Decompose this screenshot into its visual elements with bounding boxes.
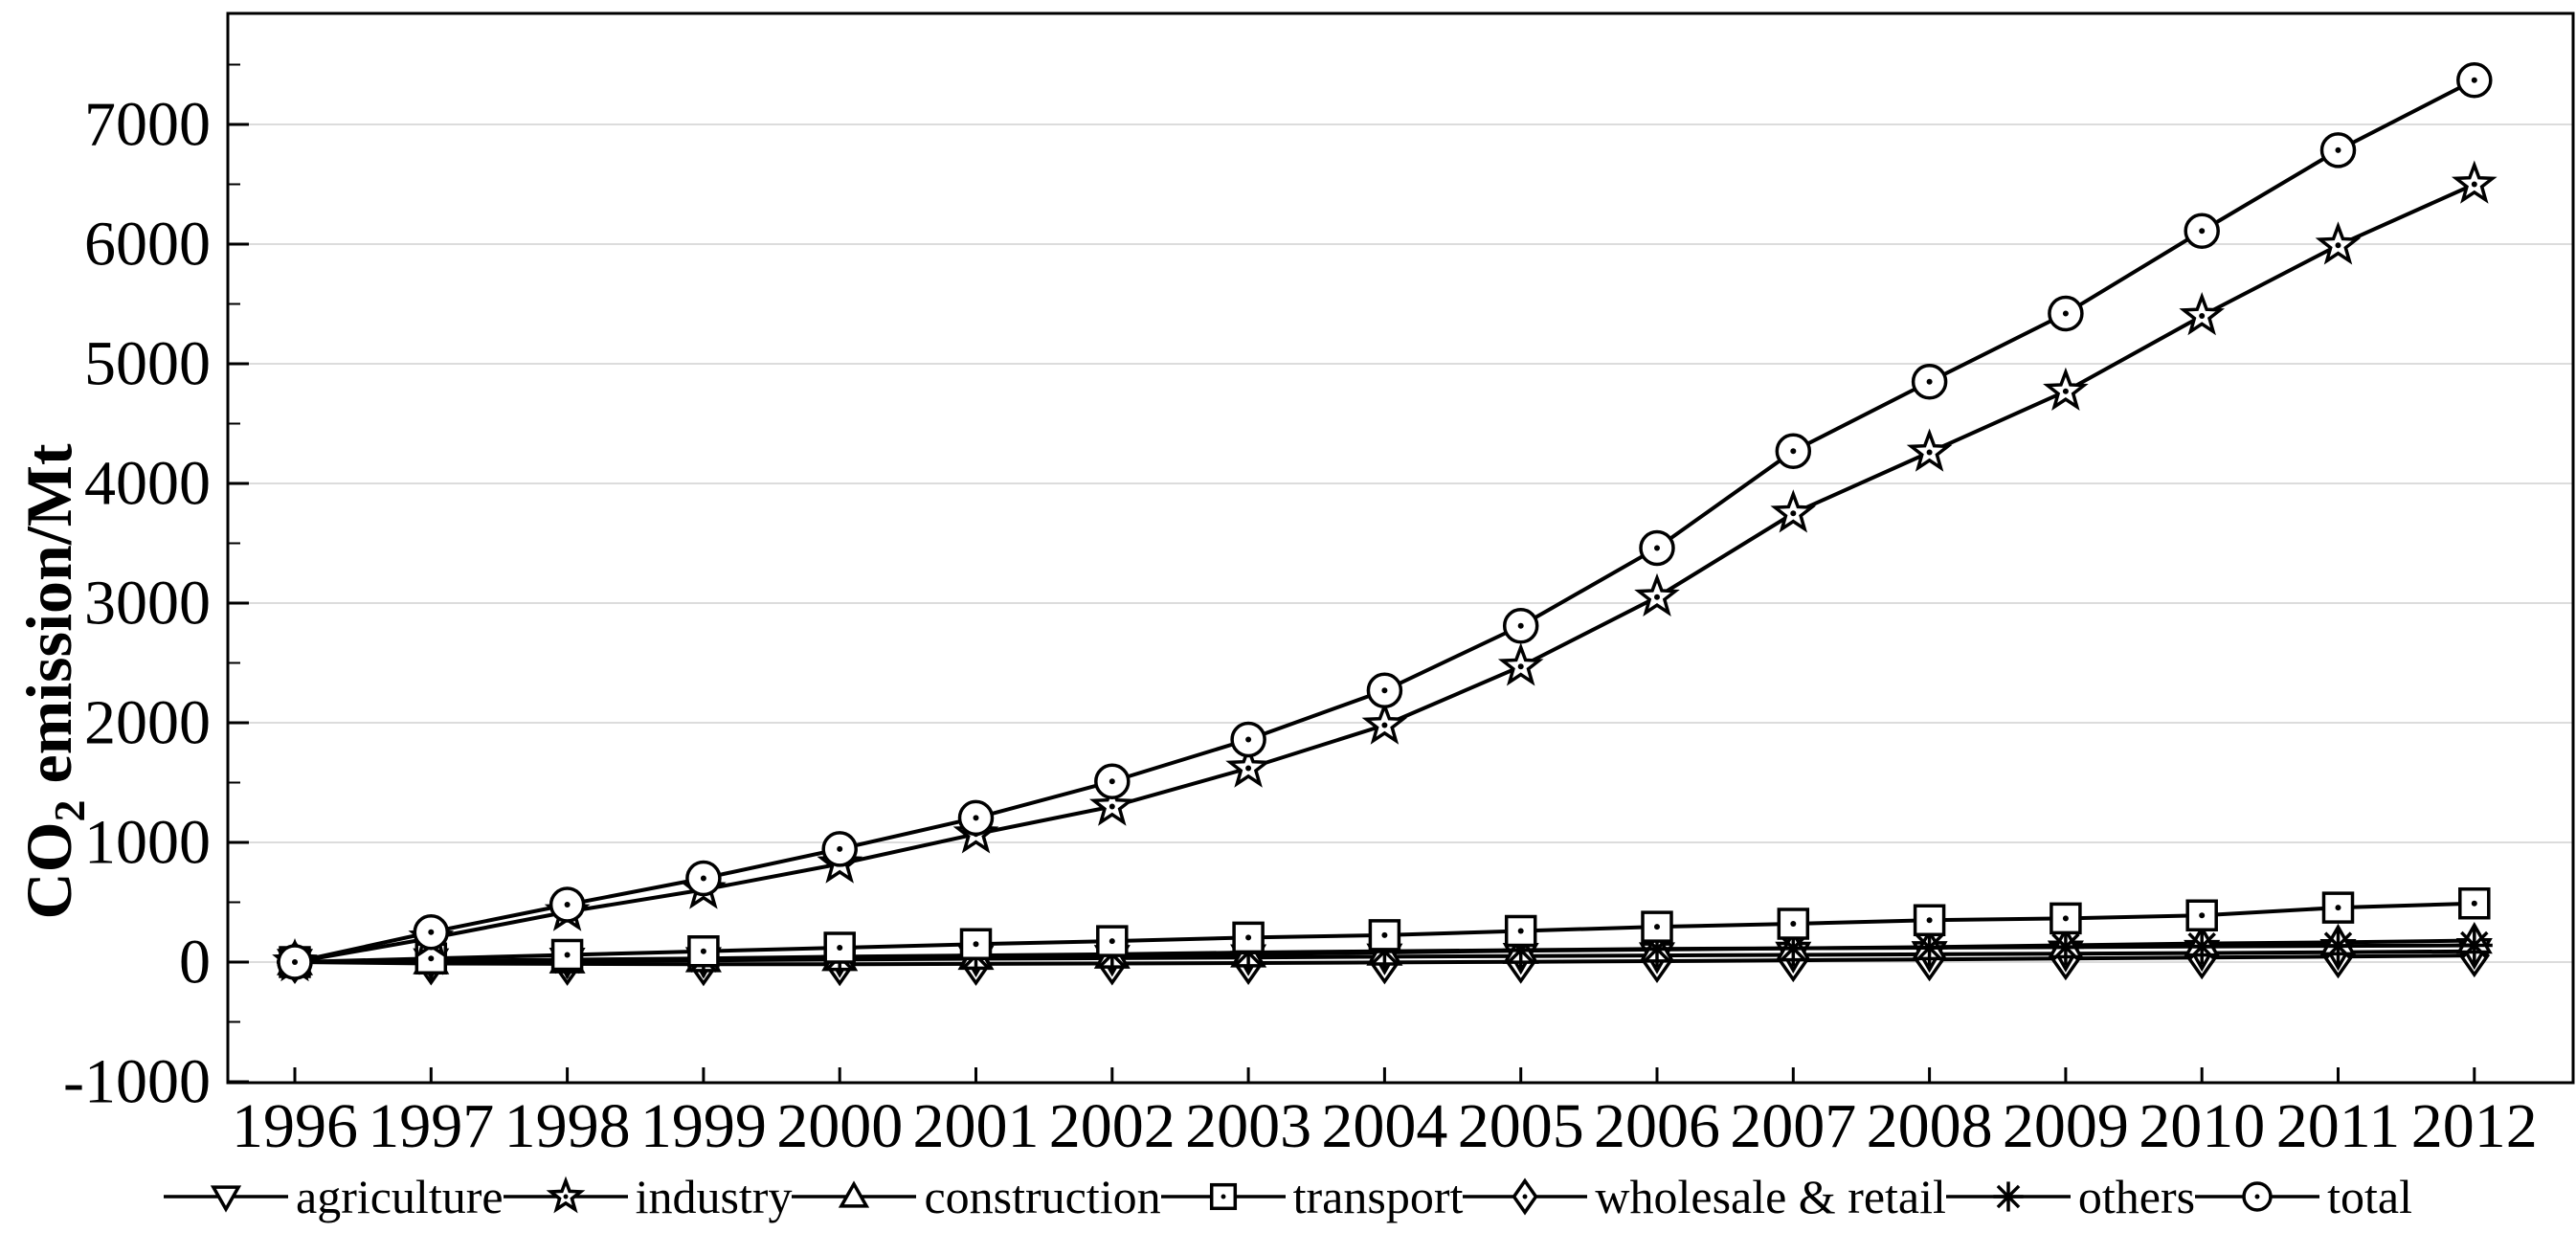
series-total xyxy=(277,62,2493,980)
chart-legend: agriculture industry construction transp… xyxy=(0,1158,2576,1235)
legend-item-others: others xyxy=(1945,1169,2196,1224)
legend-label-transport: transport xyxy=(1292,1170,1464,1223)
circle-icon xyxy=(2195,1181,2320,1212)
triangle-up-icon xyxy=(792,1180,917,1208)
x-tick-label: 1998 xyxy=(504,1091,631,1161)
legend-item-agriculture: agriculture xyxy=(164,1169,504,1224)
y-tick-label: 4000 xyxy=(84,449,211,519)
legend-label-agriculture: agriculture xyxy=(296,1170,504,1223)
asterisk-icon xyxy=(1945,1181,2071,1212)
x-tick-label: 2002 xyxy=(1049,1091,1176,1161)
y-tick-label: 3000 xyxy=(84,569,211,639)
x-tick-label: 2000 xyxy=(776,1091,903,1161)
x-tick-label: 2010 xyxy=(2139,1091,2265,1161)
y-tick-label: 1000 xyxy=(84,808,211,878)
legend-item-total: total xyxy=(2195,1169,2412,1224)
x-tick-label: 2003 xyxy=(1185,1091,1311,1161)
y-tick-label: 7000 xyxy=(84,90,211,160)
y-axis-title: CO2 emission/Mt xyxy=(12,443,94,919)
x-tick-label: 2001 xyxy=(913,1091,1040,1161)
series-industry xyxy=(272,160,2498,982)
y-tick-label: 6000 xyxy=(84,210,211,280)
y-tick-label: -1000 xyxy=(63,1047,211,1117)
x-tick-label: 2009 xyxy=(2003,1091,2129,1161)
diamond-icon xyxy=(1463,1177,1588,1216)
plot-frame xyxy=(226,11,2575,1085)
legend-item-wholesale-retail: wholesale & retail xyxy=(1463,1169,1946,1224)
series-line xyxy=(294,182,2475,964)
x-tick-label: 2008 xyxy=(1867,1091,1993,1161)
series-line xyxy=(294,78,2475,964)
legend-label-industry: industry xyxy=(635,1170,793,1223)
legend-label-construction: construction xyxy=(924,1170,1161,1223)
y-tick-label: 5000 xyxy=(84,329,211,399)
legend-item-construction: construction xyxy=(792,1169,1161,1224)
y-tick-label: 0 xyxy=(179,928,211,997)
x-tick-label: 2012 xyxy=(2411,1091,2538,1161)
x-tick-label: 1997 xyxy=(368,1091,494,1161)
x-tick-label: 1999 xyxy=(640,1091,767,1161)
x-tick-label: 2004 xyxy=(1321,1091,1447,1161)
star-icon xyxy=(503,1176,628,1214)
series-transport xyxy=(279,887,2491,978)
legend-item-transport: transport xyxy=(1160,1169,1464,1224)
x-tick-label: 2006 xyxy=(1594,1091,1720,1161)
legend-label-wholesale-retail: wholesale & retail xyxy=(1595,1170,1946,1223)
y-tick-label: 2000 xyxy=(84,688,211,758)
square-icon xyxy=(1160,1182,1286,1211)
x-tick-label: 1996 xyxy=(232,1091,358,1161)
x-tick-label: 2007 xyxy=(1730,1091,1856,1161)
legend-label-others: others xyxy=(2077,1170,2196,1223)
x-tick-label: 2005 xyxy=(1458,1091,1584,1161)
triangle-down-icon xyxy=(164,1185,288,1213)
legend-item-industry: industry xyxy=(503,1169,793,1224)
legend-label-total: total xyxy=(2327,1170,2412,1223)
x-tick-label: 2011 xyxy=(2276,1091,2401,1161)
